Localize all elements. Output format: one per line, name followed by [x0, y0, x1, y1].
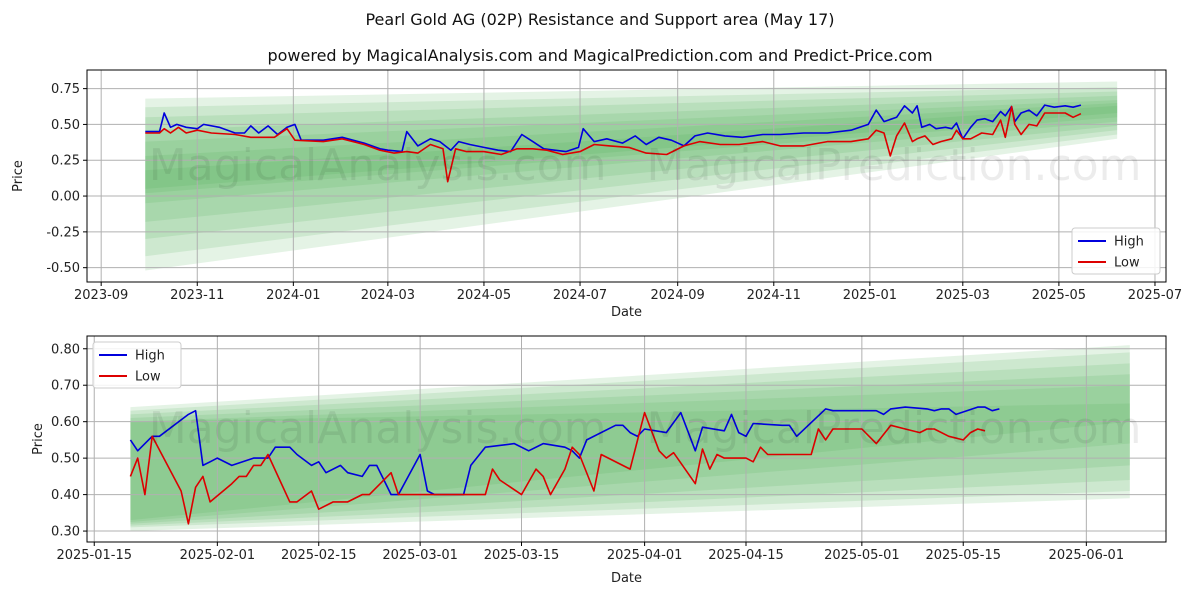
y-tick-label: 0.00	[51, 190, 80, 205]
legend-label-high: High	[135, 349, 165, 364]
x-tick-label: 2025-03	[936, 288, 990, 303]
band-4	[130, 374, 1130, 524]
y-tick-label: -0.50	[46, 261, 80, 276]
x-tick-label: 2024-09	[651, 288, 705, 303]
y-tick-label: 0.50	[51, 118, 80, 133]
legend: High Low	[92, 341, 182, 389]
y-tick-label: -0.25	[46, 225, 80, 240]
watermark-prediction: MagicalPrediction.com	[647, 140, 1142, 191]
x-tick-label: 2025-02-01	[180, 548, 256, 563]
x-tick-label: 2025-05-15	[925, 548, 1001, 563]
legend-label-low: Low	[135, 370, 161, 385]
series-line-high	[145, 104, 1082, 153]
x-axis-label: Date	[611, 571, 642, 586]
x-tick-label: 2025-06-01	[1049, 548, 1125, 563]
series-group	[129, 406, 1000, 525]
x-tick-label: 2025-02-15	[281, 548, 357, 563]
y-tick-label: 0.40	[51, 488, 80, 503]
chart-panel-2: MagicalAnalysis.com MagicalPrediction.com…	[31, 335, 1167, 586]
chart-panel-1: MagicalAnalysis.com MagicalPrediction.com…	[11, 69, 1182, 320]
x-tick-label: 2024-05	[457, 288, 511, 303]
legend: High Low	[1071, 227, 1161, 275]
x-tick-label: 2024-07	[553, 288, 607, 303]
x-tick-label: 2023-11	[170, 288, 224, 303]
plot-frame	[86, 335, 1167, 543]
y-tick-label: 0.50	[51, 452, 80, 467]
x-tick-label: 2025-03-15	[484, 548, 560, 563]
legend-label-low: Low	[1114, 256, 1140, 271]
band-5	[130, 385, 1130, 522]
y-tick-label: 0.25	[51, 154, 80, 169]
x-tick-label: 2025-01-15	[56, 548, 132, 563]
x-tick-label: 2024-11	[747, 288, 801, 303]
y-tick-label: 0.60	[51, 415, 80, 430]
x-tick-label: 2025-07	[1128, 288, 1182, 303]
watermark-prediction: MagicalPrediction.com	[647, 403, 1142, 454]
watermark-analysis: MagicalAnalysis.com	[149, 140, 607, 191]
plot-frame	[86, 69, 1167, 283]
x-tick-label: 2025-04-01	[607, 548, 683, 563]
y-axis-label: Price	[11, 160, 26, 192]
band-6	[130, 403, 1130, 521]
x-axis-label: Date	[611, 305, 642, 320]
y-tick-label: 0.70	[51, 379, 80, 394]
band-3	[130, 363, 1130, 526]
y-tick-label: 0.75	[51, 82, 80, 97]
grid	[87, 70, 1166, 282]
x-tick-label: 2025-03-01	[382, 548, 458, 563]
x-tick-label: 2023-09	[74, 288, 128, 303]
x-tick-label: 2025-05-01	[824, 548, 900, 563]
series-line-low	[145, 105, 1082, 183]
chart-subtitle: powered by MagicalAnalysis.com and Magic…	[267, 46, 933, 65]
x-tick-label: 2025-05	[1032, 288, 1086, 303]
x-tick-label: 2025-04-15	[708, 548, 784, 563]
series-line-low	[129, 411, 986, 525]
y-tick-label: 0.80	[51, 342, 80, 357]
series-group	[145, 104, 1082, 183]
x-tick-label: 2024-01	[266, 288, 320, 303]
x-tick-label: 2024-03	[361, 288, 415, 303]
y-tick-label: 0.30	[51, 525, 80, 540]
x-tick-label: 2025-01	[843, 288, 897, 303]
watermark-analysis: MagicalAnalysis.com	[149, 403, 607, 454]
y-axis-label: Price	[31, 423, 46, 455]
chart-title: Pearl Gold AG (02P) Resistance and Suppo…	[365, 10, 835, 29]
legend-label-high: High	[1114, 235, 1144, 250]
